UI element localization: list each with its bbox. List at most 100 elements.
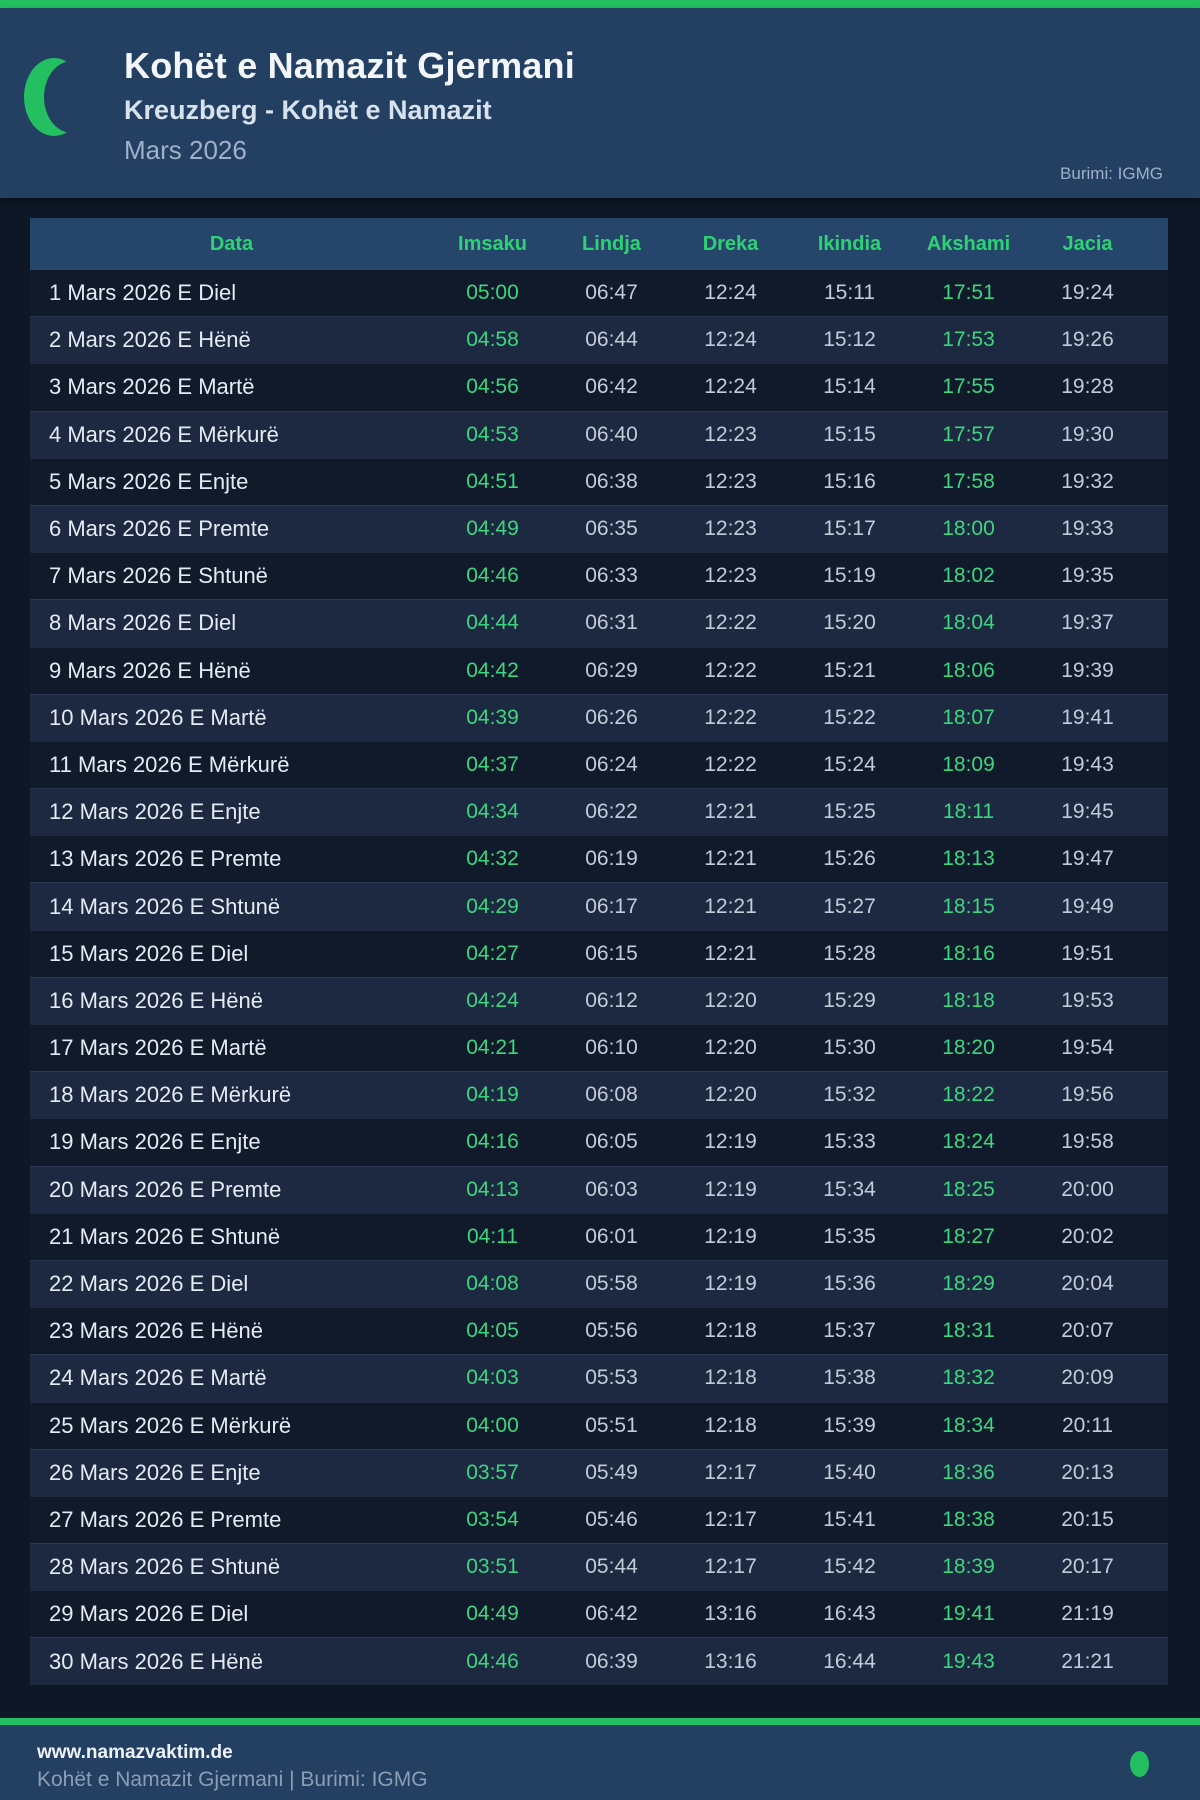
time-cell: 13:16 xyxy=(704,1602,757,1626)
time-cell: 15:21 xyxy=(823,658,876,682)
table-row: 12 Mars 2026 E Enjte 04:34 06:22 12:21 15:25… xyxy=(30,788,1168,836)
time-cell: 15:41 xyxy=(823,1507,876,1531)
time-cell: 19:43 xyxy=(1061,752,1114,776)
time-cell: 18:06 xyxy=(942,658,995,682)
time-cell: 06:42 xyxy=(585,375,638,399)
time-cell: 15:36 xyxy=(823,1272,876,1296)
table-row: 26 Mars 2026 E Enjte 03:57 05:49 12:17 15:40… xyxy=(30,1448,1168,1496)
header-titles: Kohët e Namazit Gjermani Kreuzberg - Koh… xyxy=(124,46,575,165)
time-cell: 20:00 xyxy=(1061,1177,1114,1201)
time-cell: 15:32 xyxy=(823,1083,876,1107)
time-cell: 19:56 xyxy=(1061,1083,1114,1107)
time-cell: 04:32 xyxy=(466,847,519,871)
date-cell: 18 Mars 2026 E Mërkurë xyxy=(49,1082,292,1108)
table-row: 1 Mars 2026 E Diel 05:00 06:47 12:24 15:11 17… xyxy=(30,270,1168,317)
table-row: 18 Mars 2026 E Mërkurë 04:19 06:08 12:20 15:… xyxy=(30,1071,1168,1119)
time-cell: 12:19 xyxy=(704,1130,757,1154)
time-cell: 04:27 xyxy=(466,941,519,965)
page-header: Kohët e Namazit Gjermani Kreuzberg - Koh… xyxy=(0,8,1200,198)
time-cell: 12:20 xyxy=(704,1036,757,1060)
time-cell: 06:01 xyxy=(585,1224,638,1248)
time-cell: 05:56 xyxy=(585,1319,638,1343)
time-cell: 19:30 xyxy=(1061,422,1114,446)
time-cell: 18:18 xyxy=(942,988,995,1012)
time-cell: 04:21 xyxy=(466,1036,519,1060)
time-cell: 12:23 xyxy=(704,422,757,446)
time-cell: 06:05 xyxy=(585,1130,638,1154)
time-cell: 15:19 xyxy=(823,564,876,588)
time-cell: 06:47 xyxy=(585,281,638,305)
time-cell: 19:41 xyxy=(942,1602,995,1626)
time-cell: 05:51 xyxy=(585,1413,638,1437)
time-cell: 12:23 xyxy=(704,517,757,541)
date-cell: 13 Mars 2026 E Premte xyxy=(49,846,282,872)
date-cell: 30 Mars 2026 E Hënë xyxy=(49,1648,264,1674)
time-cell: 18:31 xyxy=(942,1319,995,1343)
time-cell: 21:19 xyxy=(1061,1602,1114,1626)
time-cell: 12:22 xyxy=(704,658,757,682)
time-cell: 19:43 xyxy=(942,1649,995,1673)
time-cell: 20:17 xyxy=(1061,1555,1114,1579)
date-cell: 10 Mars 2026 E Martë xyxy=(49,704,267,730)
time-cell: 04:46 xyxy=(466,1649,519,1673)
time-cell: 20:09 xyxy=(1061,1366,1114,1390)
time-cell: 12:24 xyxy=(704,375,757,399)
date-cell: 26 Mars 2026 E Enjte xyxy=(49,1459,261,1485)
time-cell: 12:20 xyxy=(704,1083,757,1107)
time-cell: 13:16 xyxy=(704,1649,757,1673)
time-cell: 06:33 xyxy=(585,564,638,588)
time-cell: 15:38 xyxy=(823,1366,876,1390)
date-cell: 2 Mars 2026 E Hënë xyxy=(49,327,251,353)
time-cell: 15:26 xyxy=(823,847,876,871)
time-cell: 06:40 xyxy=(585,422,638,446)
time-cell: 17:58 xyxy=(942,469,995,493)
time-cell: 18:38 xyxy=(942,1507,995,1531)
time-cell: 06:44 xyxy=(585,328,638,352)
time-cell: 12:18 xyxy=(704,1319,757,1343)
time-cell: 15:11 xyxy=(824,281,875,305)
time-cell: 20:11 xyxy=(1062,1413,1113,1437)
table-row: 24 Mars 2026 E Martë 04:03 05:53 12:18 15:38… xyxy=(30,1354,1168,1402)
time-cell: 18:20 xyxy=(942,1036,995,1060)
time-cell: 16:44 xyxy=(823,1649,876,1673)
time-cell: 18:02 xyxy=(942,564,995,588)
date-cell: 19 Mars 2026 E Enjte xyxy=(49,1129,261,1155)
date-cell: 22 Mars 2026 E Diel xyxy=(49,1271,249,1297)
time-cell: 12:21 xyxy=(704,847,757,871)
time-cell: 06:17 xyxy=(585,894,638,918)
time-cell: 19:51 xyxy=(1061,941,1114,965)
time-cell: 20:07 xyxy=(1061,1319,1114,1343)
table-row: 27 Mars 2026 E Premte 03:54 05:46 12:17 15:4… xyxy=(30,1495,1168,1544)
time-cell: 16:43 xyxy=(823,1602,876,1626)
time-cell: 18:07 xyxy=(942,705,995,729)
time-cell: 18:09 xyxy=(942,752,995,776)
time-cell: 19:49 xyxy=(1061,894,1114,918)
time-cell: 18:04 xyxy=(942,611,995,635)
time-cell: 15:42 xyxy=(823,1555,876,1579)
time-cell: 15:16 xyxy=(823,469,876,493)
time-cell: 04:29 xyxy=(466,894,519,918)
time-cell: 18:13 xyxy=(942,847,995,871)
time-cell: 12:19 xyxy=(704,1272,757,1296)
date-cell: 29 Mars 2026 E Diel xyxy=(49,1601,249,1627)
table-row: 9 Mars 2026 E Hënë 04:42 06:29 12:22 15:21 18… xyxy=(30,646,1168,694)
table-row: 4 Mars 2026 E Mërkurë 04:53 06:40 12:23 15:1… xyxy=(30,410,1168,458)
date-cell: 25 Mars 2026 E Mërkurë xyxy=(49,1412,292,1438)
website-link[interactable]: www.namazvaktim.de xyxy=(37,1742,233,1763)
time-cell: 04:13 xyxy=(466,1177,519,1201)
time-cell: 15:29 xyxy=(823,988,876,1012)
time-cell: 06:29 xyxy=(585,658,638,682)
time-cell: 12:22 xyxy=(704,752,757,776)
time-cell: 06:38 xyxy=(585,469,638,493)
column-header-lindja: Lindja xyxy=(582,232,641,255)
time-cell: 04:34 xyxy=(466,800,519,824)
time-cell: 20:04 xyxy=(1061,1272,1114,1296)
top-accent-bar xyxy=(0,0,1200,8)
time-cell: 12:18 xyxy=(704,1366,757,1390)
date-cell: 8 Mars 2026 E Diel xyxy=(49,610,237,636)
time-cell: 03:51 xyxy=(466,1555,519,1579)
time-cell: 05:44 xyxy=(585,1555,638,1579)
table-row: 21 Mars 2026 E Shtunë 04:11 06:01 12:19 15:3… xyxy=(30,1212,1168,1260)
time-cell: 06:03 xyxy=(585,1177,638,1201)
status-dot xyxy=(1130,1751,1149,1777)
